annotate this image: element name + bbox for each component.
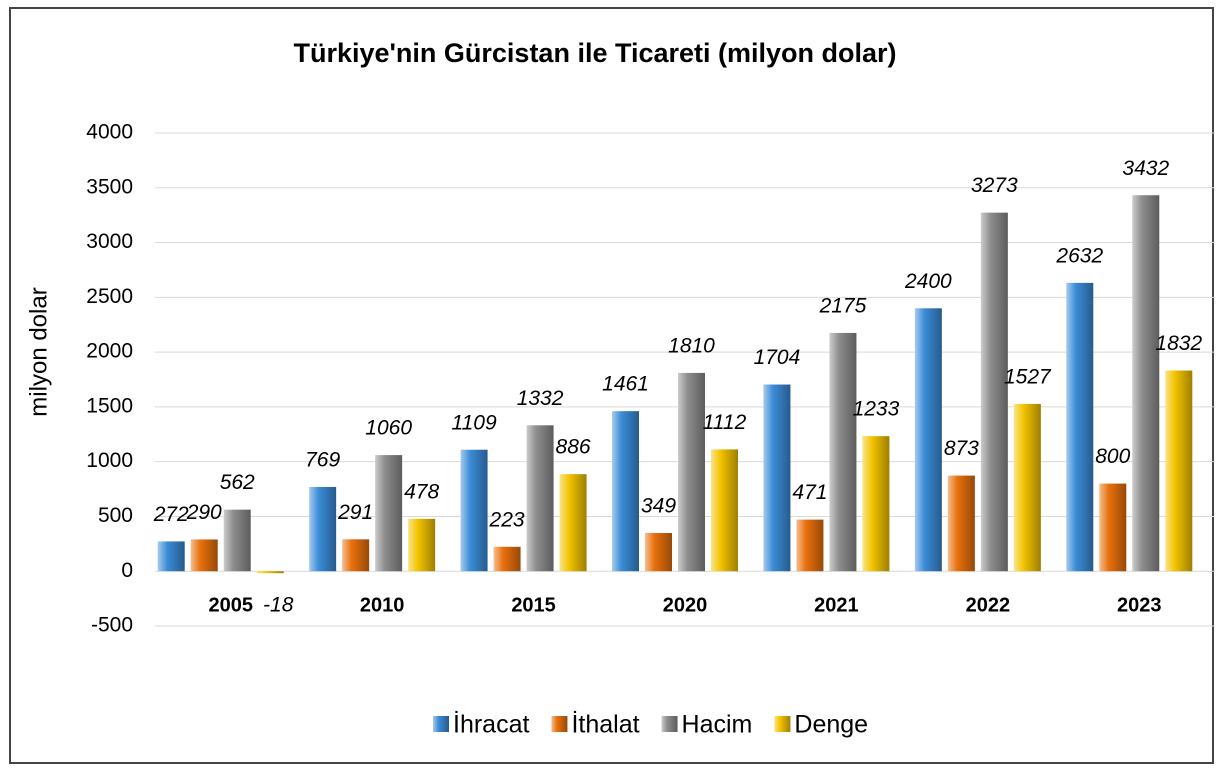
data-label: 1233 <box>853 398 900 421</box>
bar <box>559 474 587 572</box>
data-label: -18 <box>263 594 294 617</box>
y-tick-label: 4000 <box>86 121 133 144</box>
bar <box>342 539 370 572</box>
bar <box>763 384 791 572</box>
x-tick-label: 2022 <box>966 594 1011 616</box>
data-label: 562 <box>220 471 255 494</box>
data-label: 1810 <box>668 334 715 357</box>
legend-swatch <box>551 716 568 732</box>
data-label: 873 <box>944 437 979 460</box>
x-tick-label: 2005 <box>208 594 253 616</box>
bar <box>1132 195 1160 572</box>
y-axis-label: milyon dolar <box>25 287 52 416</box>
bar <box>157 541 185 572</box>
data-label: 272 <box>153 503 189 526</box>
bar <box>711 449 738 572</box>
data-label: 1332 <box>517 387 564 410</box>
data-label: 1461 <box>602 373 649 396</box>
legend-swatch <box>661 716 678 732</box>
data-label: 769 <box>305 449 340 472</box>
y-tick-label: 500 <box>98 504 133 527</box>
x-tick-label: 2015 <box>511 594 556 616</box>
bar <box>493 546 521 572</box>
bar <box>1013 403 1041 572</box>
data-label: 886 <box>556 436 591 459</box>
bar <box>796 519 824 572</box>
bar <box>678 372 705 572</box>
bar <box>947 475 975 572</box>
bar <box>1066 282 1094 572</box>
data-label: 478 <box>404 480 439 503</box>
data-label: 1527 <box>1004 365 1052 388</box>
data-label: 291 <box>337 501 373 524</box>
y-tick-label: 1500 <box>86 394 133 417</box>
data-label: 2400 <box>904 270 952 293</box>
data-label: 349 <box>641 495 676 518</box>
data-label: 1832 <box>1155 332 1202 355</box>
y-tick-label: 2500 <box>86 285 133 308</box>
bar <box>460 449 488 572</box>
x-tick-label: 2020 <box>663 594 708 616</box>
bar <box>223 509 251 572</box>
bar <box>914 308 942 572</box>
x-tick-label: 2021 <box>814 594 859 616</box>
data-label: 2632 <box>1055 244 1103 267</box>
data-label: 3273 <box>971 174 1018 197</box>
y-tick-label: 0 <box>121 559 133 582</box>
legend-label: Hacim <box>682 711 753 739</box>
y-tick-label: 1000 <box>86 449 133 472</box>
data-label: 2175 <box>819 294 867 317</box>
bar <box>526 425 554 572</box>
bar <box>256 571 284 574</box>
legend-swatch <box>433 716 449 732</box>
legend-label: İhracat <box>453 710 529 739</box>
legend-swatch <box>774 716 791 732</box>
data-label: 3432 <box>1122 157 1169 180</box>
y-tick-label: -500 <box>91 614 133 637</box>
x-tick-label: 2023 <box>1117 594 1162 616</box>
legend-label: Denge <box>794 711 868 739</box>
legend-label: İthalat <box>571 710 639 739</box>
data-label: 290 <box>186 501 222 524</box>
bar <box>190 539 218 572</box>
data-label: 1112 <box>703 411 747 434</box>
y-tick-label: 3000 <box>86 230 133 253</box>
chart-border <box>9 7 1214 764</box>
bar <box>408 518 436 572</box>
bar <box>1165 370 1193 572</box>
data-label: 223 <box>489 508 525 531</box>
data-label: 1109 <box>451 411 496 434</box>
y-tick-label: 3500 <box>86 175 133 198</box>
data-label: 471 <box>792 481 827 504</box>
bar <box>862 436 890 572</box>
data-label: 1704 <box>754 346 801 369</box>
y-tick-label: 2000 <box>86 340 133 363</box>
bar <box>829 332 857 572</box>
data-label: 1060 <box>365 417 412 440</box>
bar <box>375 455 403 572</box>
data-label: 800 <box>1095 445 1130 468</box>
bar <box>309 486 337 572</box>
chart-title: Türkiye'nin Gürcistan ile Ticareti (mily… <box>293 38 896 68</box>
bar <box>645 532 672 572</box>
bar <box>612 411 639 572</box>
bar <box>1099 483 1127 572</box>
x-tick-label: 2010 <box>360 594 405 616</box>
bar <box>980 212 1008 572</box>
